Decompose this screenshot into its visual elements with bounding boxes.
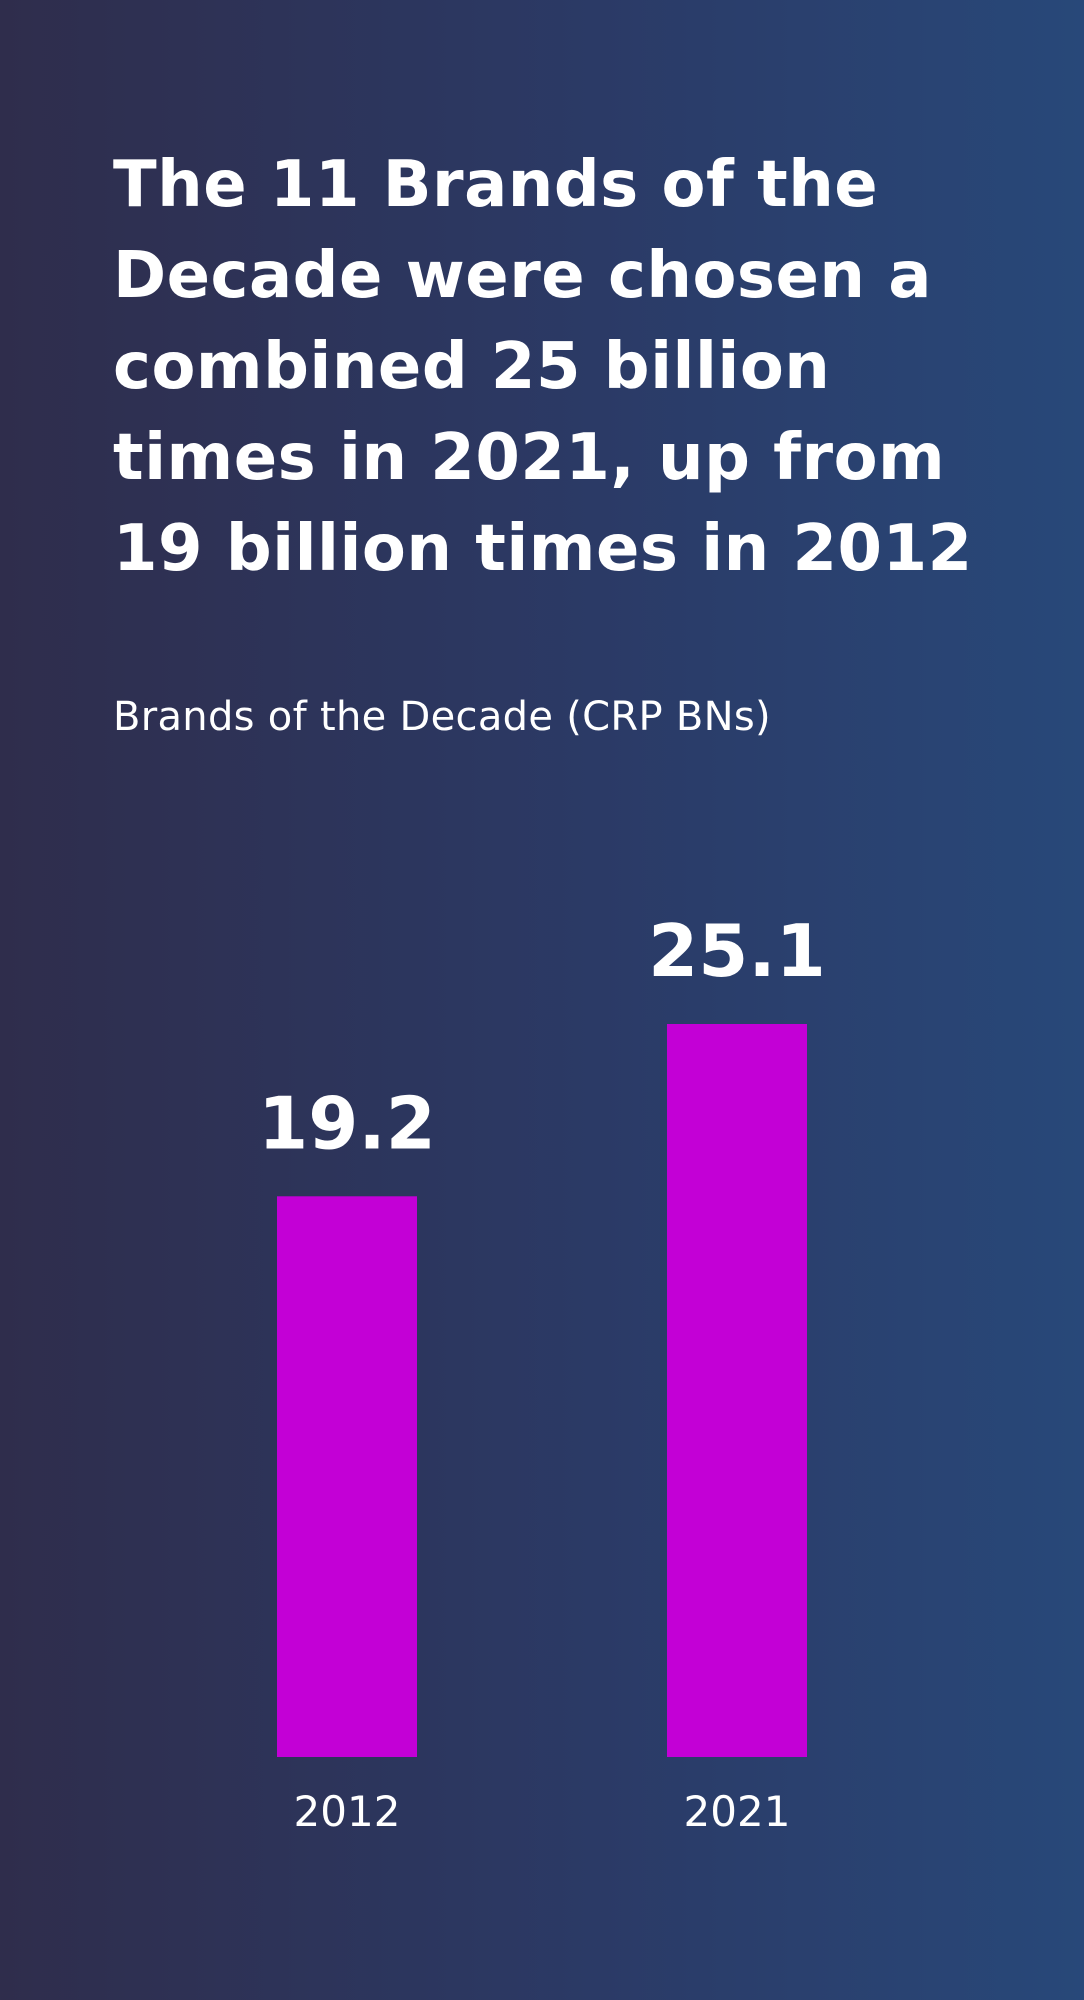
headline: The 11 Brands of the Decade were chosen … bbox=[113, 140, 1013, 595]
headline-line: The 11 Brands of the bbox=[113, 148, 879, 222]
tick-label-2021: 2021 bbox=[684, 1787, 791, 1836]
data-label-2021: 25.1 bbox=[648, 909, 826, 993]
bar-2012 bbox=[277, 1196, 417, 1757]
headline-line: Decade were chosen a bbox=[113, 239, 932, 313]
data-label-2012: 19.2 bbox=[258, 1081, 436, 1165]
headline-line: times in 2021, up from bbox=[113, 421, 946, 495]
headline-line: 19 billion times in 2012 bbox=[113, 512, 973, 586]
bar-2021 bbox=[667, 1024, 807, 1757]
headline-line: combined 25 billion bbox=[113, 330, 831, 404]
tick-label-2012: 2012 bbox=[294, 1787, 401, 1836]
chart-title: Brands of the Decade (CRP BNs) bbox=[113, 694, 771, 740]
